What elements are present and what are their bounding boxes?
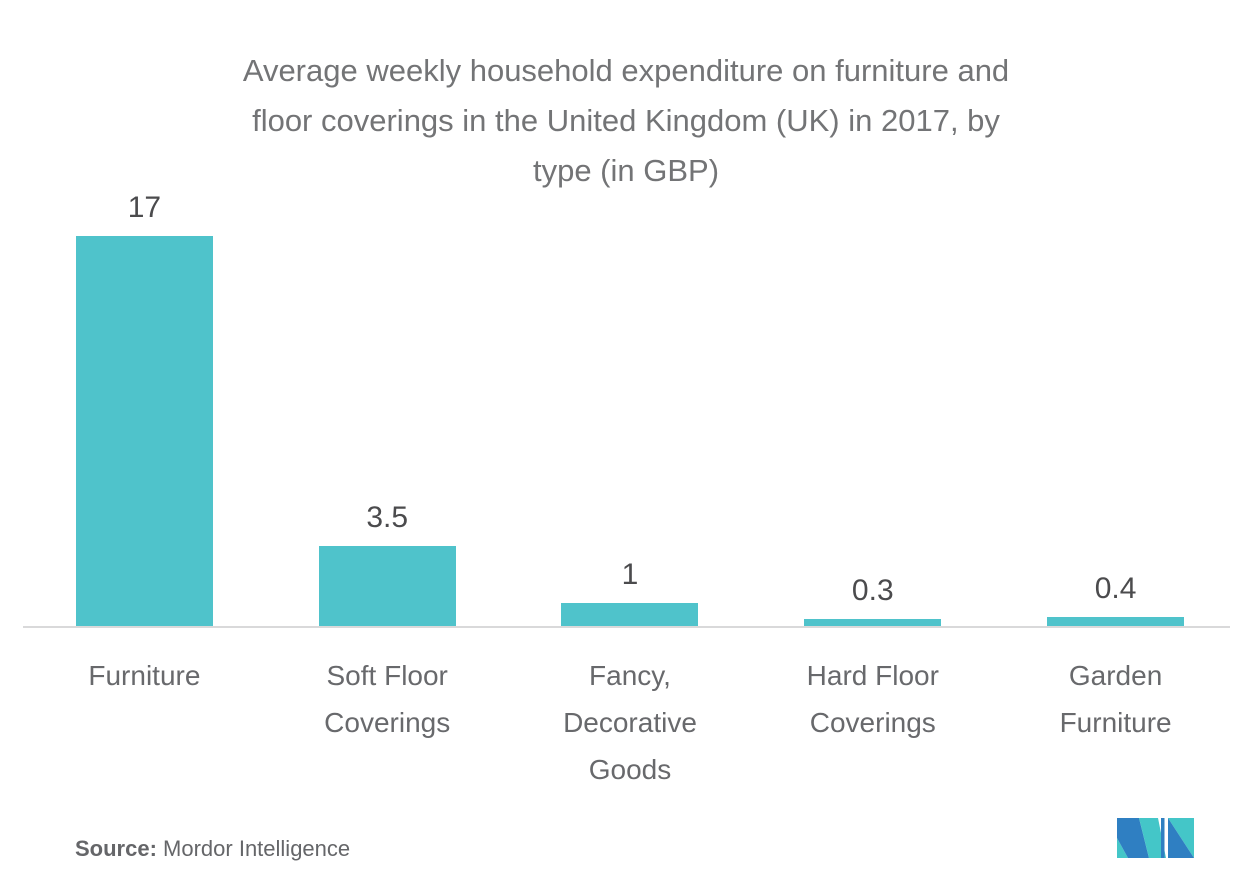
logo-blue-stripe-shape — [1117, 818, 1149, 858]
x-axis-line — [23, 626, 1230, 628]
bar-value-label: 0.4 — [1094, 572, 1137, 605]
bar-value-label: 17 — [127, 191, 162, 224]
source-label: Source: — [75, 836, 157, 861]
category-label: Garden Furniture — [1059, 660, 1172, 738]
chart-title-line-3: type (in GBP) — [532, 153, 720, 188]
bar-column: 17 — [23, 191, 266, 626]
category-label: Furniture — [88, 660, 201, 691]
logo-blue-triangle-shape — [1168, 818, 1194, 858]
bar — [1047, 617, 1185, 626]
chart-title-line-1: Average weekly household expenditure on … — [242, 53, 1010, 88]
chart-title: Average weekly household expenditure on … — [0, 0, 1252, 196]
bar-value-label: 1 — [621, 558, 639, 591]
bar-column: 0.4 — [994, 572, 1237, 626]
category-axis: Furniture Soft Floor Coverings Fancy, Decora… — [23, 652, 1237, 793]
bar — [75, 236, 213, 626]
category-label: Fancy, Decorative Goods — [563, 660, 697, 785]
mordor-intelligence-logo — [1117, 818, 1194, 858]
bar — [318, 546, 456, 626]
bar-column: 0.3 — [751, 574, 994, 626]
logo-teal-stripe-shape — [1139, 818, 1166, 858]
bar — [561, 603, 699, 626]
category-label: Hard Floor Coverings — [806, 660, 939, 738]
source-attribution: Source: Mordor Intelligence — [75, 836, 350, 862]
category-label: Soft Floor Coverings — [324, 660, 451, 738]
chart-title-line-2: floor coverings in the United Kingdom (U… — [252, 103, 1000, 138]
bar-value-label: 3.5 — [366, 501, 409, 534]
bar-value-label: 0.3 — [851, 574, 894, 607]
bar — [804, 619, 942, 626]
bar-chart: 17 3.5 1 0.3 0.4 Furniture Soft Floor Covering… — [23, 191, 1237, 793]
source-value: Mordor Intelligence — [156, 836, 351, 861]
bar-column: 1 — [509, 558, 752, 626]
logo-blue-bar-shape — [1161, 818, 1165, 858]
plot-area: 17 3.5 1 0.3 0.4 — [23, 191, 1237, 626]
bar-column: 3.5 — [266, 501, 509, 626]
